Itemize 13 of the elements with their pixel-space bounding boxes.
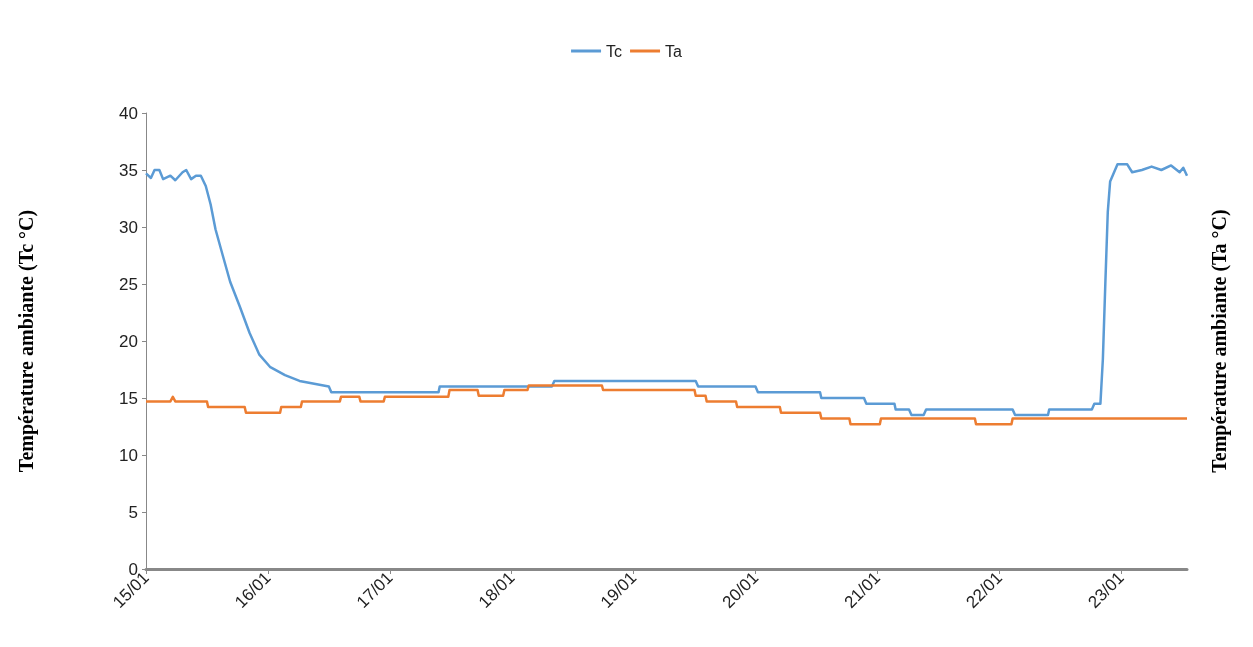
y-axis-title: Température ambiante (Tc °C) (15, 209, 38, 473)
y-tick-label: 35 (119, 160, 138, 180)
y-tick-label: 0 (128, 559, 138, 579)
legend-label: Ta (665, 42, 683, 60)
y-tick-label: 25 (119, 274, 138, 294)
y-tick-label: 15 (119, 388, 138, 408)
y-tick-label: 5 (128, 502, 138, 522)
y2-axis-title: Température ambiante (Ta °C) (1208, 209, 1231, 473)
y-tick-label: 10 (119, 445, 138, 465)
legend-label: Tc (606, 42, 623, 60)
y-tick-label: 20 (119, 331, 138, 351)
y-tick-label: 30 (119, 217, 138, 237)
y-tick-label: 40 (119, 103, 138, 123)
